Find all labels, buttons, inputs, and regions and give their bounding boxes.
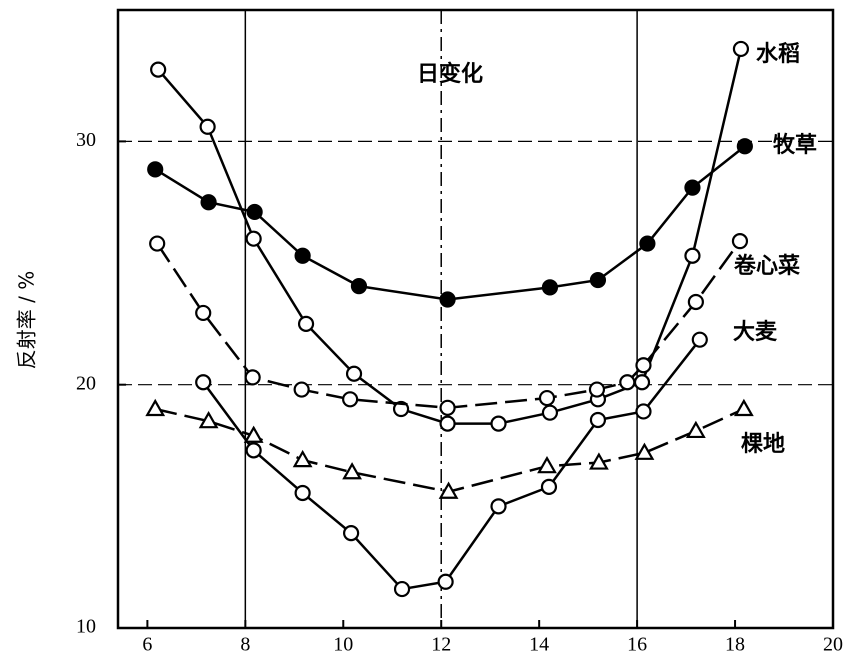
annotation: 日变化 bbox=[417, 61, 483, 87]
point bbox=[350, 278, 368, 295]
point bbox=[687, 293, 704, 311]
point bbox=[342, 462, 362, 480]
point bbox=[541, 404, 559, 421]
x-tick-label: 12 bbox=[431, 634, 451, 656]
y-axis-label: 反射率 / % bbox=[15, 271, 39, 369]
point bbox=[684, 179, 701, 196]
point bbox=[589, 411, 607, 429]
series-label: 卷心菜 bbox=[733, 253, 800, 279]
x-tick-label: 10 bbox=[333, 634, 353, 656]
point bbox=[150, 61, 167, 78]
point bbox=[292, 449, 313, 468]
x-tick-label: 18 bbox=[725, 634, 745, 656]
point bbox=[246, 203, 263, 221]
point bbox=[490, 415, 507, 432]
point bbox=[691, 331, 708, 348]
series-label: 牧草 bbox=[773, 132, 817, 158]
series-label: 水稻 bbox=[756, 42, 800, 67]
point bbox=[244, 369, 261, 386]
y-tick-label: 10 bbox=[76, 616, 96, 638]
x-tick-label: 8 bbox=[240, 634, 250, 656]
point bbox=[439, 291, 456, 308]
point bbox=[538, 389, 556, 407]
series-line bbox=[154, 145, 746, 301]
point bbox=[540, 478, 558, 495]
point bbox=[343, 525, 360, 542]
point bbox=[635, 357, 652, 374]
point bbox=[685, 420, 706, 439]
x-tick-label: 20 bbox=[823, 634, 843, 656]
point bbox=[684, 247, 701, 264]
point bbox=[589, 271, 607, 289]
point bbox=[439, 415, 456, 432]
point bbox=[293, 381, 310, 398]
x-tick-label: 14 bbox=[529, 634, 549, 656]
point bbox=[392, 400, 410, 418]
point bbox=[243, 425, 264, 443]
point bbox=[145, 398, 166, 417]
point bbox=[437, 573, 454, 590]
point bbox=[634, 442, 655, 460]
point bbox=[198, 410, 219, 429]
plot-frame bbox=[116, 8, 835, 630]
point bbox=[635, 403, 652, 420]
series-label: 棵地 bbox=[741, 432, 785, 457]
series-label: 大麦 bbox=[733, 319, 778, 345]
point bbox=[588, 381, 606, 398]
point bbox=[438, 481, 459, 499]
point bbox=[439, 399, 456, 416]
point bbox=[147, 161, 164, 178]
series-line bbox=[156, 240, 741, 410]
y-tick-label: 20 bbox=[76, 372, 96, 394]
point bbox=[195, 304, 212, 322]
x-tick-label: 6 bbox=[142, 634, 152, 656]
point bbox=[733, 398, 754, 417]
point bbox=[195, 374, 212, 391]
point bbox=[294, 247, 311, 264]
point bbox=[541, 279, 559, 296]
point bbox=[619, 374, 636, 391]
point bbox=[393, 580, 411, 598]
point bbox=[199, 118, 216, 135]
point bbox=[294, 484, 311, 502]
point bbox=[537, 455, 557, 474]
point bbox=[732, 40, 750, 58]
point bbox=[731, 233, 749, 250]
y-tick-label: 30 bbox=[76, 129, 96, 151]
point bbox=[633, 374, 651, 391]
point bbox=[200, 194, 217, 211]
point bbox=[245, 230, 262, 247]
point bbox=[490, 498, 507, 515]
point bbox=[345, 365, 363, 382]
point bbox=[245, 442, 262, 459]
point bbox=[736, 138, 753, 155]
point bbox=[589, 452, 609, 470]
x-tick-label: 16 bbox=[627, 634, 647, 656]
point bbox=[639, 235, 656, 252]
point bbox=[149, 235, 166, 252]
point bbox=[297, 315, 315, 332]
point bbox=[342, 391, 359, 408]
